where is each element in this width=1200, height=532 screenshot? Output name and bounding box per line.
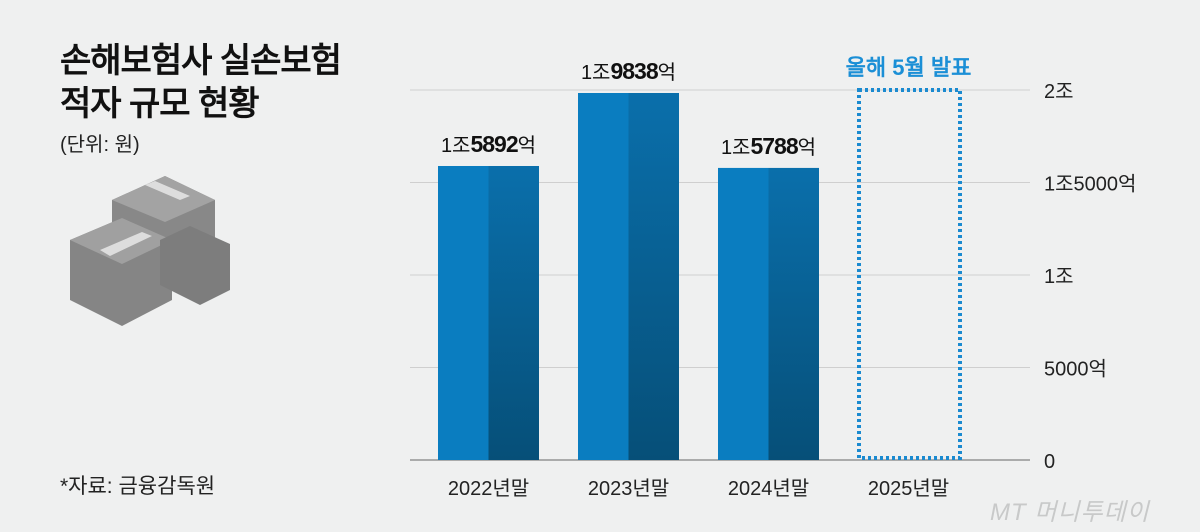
unit-label: (단위: 원) (60, 134, 140, 156)
data-label: 1조5892억 (441, 131, 536, 157)
bar (578, 92, 629, 460)
x-tick-label: 2024년말 (728, 477, 809, 500)
x-tick-label: 2023년말 (588, 477, 669, 500)
bar-shade (768, 167, 819, 460)
x-tick-label: 2022년말 (448, 477, 529, 500)
x-tick-label: 2025년말 (868, 477, 949, 500)
money-stack-icon (70, 176, 230, 326)
y-tick-label: 5000억 (1044, 358, 1107, 381)
pending-label: 올해 5월 발표 (846, 55, 972, 80)
y-tick-label: 1조5000억 (1044, 173, 1136, 196)
publisher-logo: MT 머니투데이 (990, 499, 1150, 526)
source-note: *자료: 금융감독원 (60, 475, 216, 498)
y-tick-label: 2조 (1044, 81, 1074, 103)
bar-shade (628, 92, 679, 460)
bar-shade (488, 165, 539, 461)
title-line-1: 손해보험사 실손보험 (60, 42, 342, 80)
y-tick-label: 0 (1044, 451, 1055, 473)
bar (718, 167, 769, 460)
data-label: 1조9838억 (581, 58, 676, 84)
bar (438, 165, 489, 461)
y-tick-label: 1조 (1044, 266, 1074, 288)
pending-bar (857, 88, 962, 460)
title-line-2: 적자 규모 현황 (60, 85, 260, 123)
data-label: 1조5788억 (721, 133, 816, 159)
